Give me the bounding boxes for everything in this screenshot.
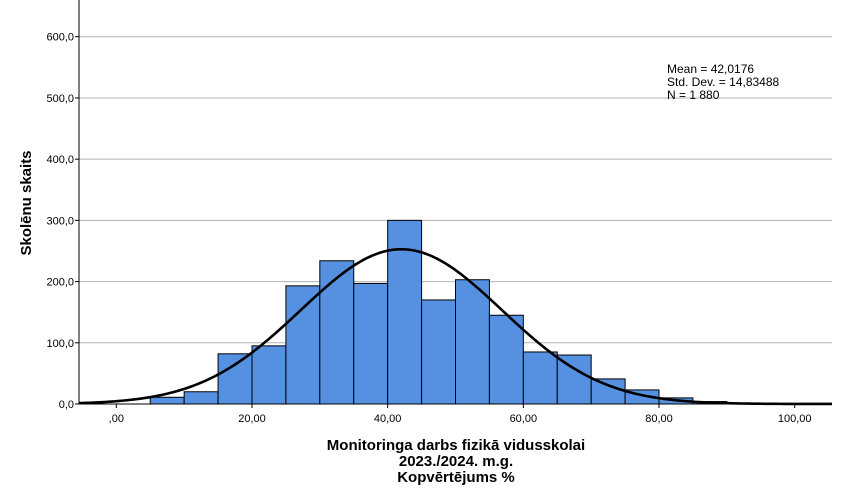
y-axis-ticks: 0,0 100,0 200,0 300,0 400,0 500,0 600,0 (46, 32, 79, 411)
y-tick-label: 300,0 (46, 215, 74, 227)
x-tick-label: ,00 (109, 413, 124, 425)
histogram-bar (217, 353, 253, 405)
histogram-bar (353, 282, 389, 405)
normal-curve (78, 247, 832, 406)
histogram-bar (183, 391, 219, 405)
histogram-bar (421, 299, 457, 405)
x-tick-label: 40,00 (374, 413, 402, 425)
histogram-bar (285, 285, 321, 405)
y-tick-label: 500,0 (46, 93, 74, 105)
x-tick-label: 80,00 (645, 413, 673, 425)
stat-std-dev: Std. Dev. = 14,83488 (667, 75, 780, 89)
x-axis-title-line-3: Kopvērtējums % (397, 469, 515, 486)
x-tick-label: 60,00 (510, 413, 538, 425)
x-axis-title-line-1: Monitoringa darbs fizikā vidusskolai (327, 437, 585, 454)
x-axis-ticks: ,00 20,00 40,00 60,00 80,00 100,00 (109, 404, 812, 425)
histogram-bars (149, 219, 728, 405)
histogram-bar (455, 279, 490, 405)
y-tick-label: 100,0 (46, 338, 74, 350)
y-tick-label: 200,0 (46, 277, 74, 289)
histogram-bar (488, 314, 524, 405)
y-axis-title: Skolēnu skaits (18, 150, 35, 255)
histogram-bar (387, 219, 423, 405)
x-tick-label: 100,00 (778, 413, 812, 425)
histogram-bar (149, 396, 185, 405)
x-tick-label: 20,00 (238, 413, 266, 425)
stat-n: N = 1 880 (667, 88, 720, 102)
y-tick-label: 600,0 (46, 32, 74, 44)
histogram-bar (522, 351, 558, 405)
stat-mean: Mean = 42,0176 (667, 62, 754, 76)
histogram-bar (590, 378, 626, 405)
y-tick-label: 0,0 (59, 399, 74, 411)
histogram-bar (319, 260, 355, 405)
histogram-bar (251, 345, 287, 405)
x-axis-title-line-2: 2023./2024. m.g. (399, 453, 513, 470)
stats-box: Mean = 42,0176 Std. Dev. = 14,83488 N = … (667, 62, 780, 102)
gridlines (79, 36, 832, 344)
y-tick-label: 400,0 (46, 154, 74, 166)
